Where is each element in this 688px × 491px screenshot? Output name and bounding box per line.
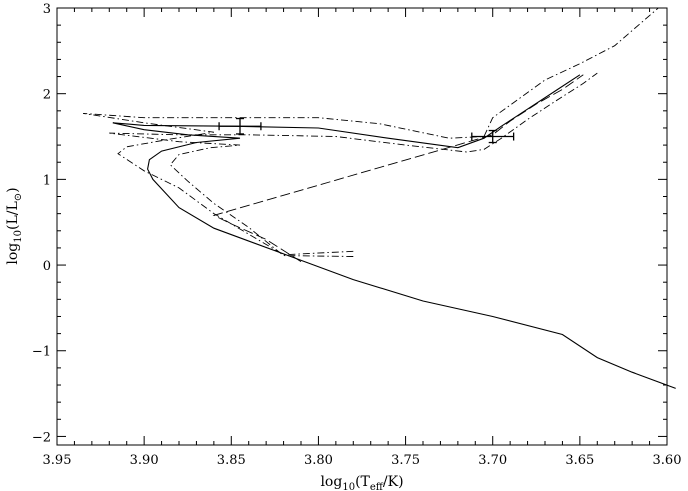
x-tick-label: 3.80 (304, 453, 333, 468)
x-tick-label: 3.95 (43, 453, 72, 468)
x-tick-label: 3.60 (653, 453, 682, 468)
y-tick-label: −2 (32, 430, 51, 445)
x-axis-label: log10(Teff/K) (320, 474, 403, 491)
y-tick-label: −1 (32, 345, 51, 360)
y-axis-label: log10(L/L⊙) (5, 187, 24, 264)
series-line-2 (83, 7, 659, 256)
y-tick-label: 1 (43, 173, 51, 188)
errorbar-layer (218, 117, 515, 144)
plot-frame (56, 7, 668, 446)
series-line-4 (212, 74, 584, 262)
y-tick-label: 0 (43, 259, 51, 274)
tick-layer: 3.95 3.90 3.85 3.80 3.75 3.70 3.65 3.60 −2 −1 0 1 2 3 (32, 2, 682, 468)
series-line-3 (109, 72, 598, 257)
x-tick-label: 3.90 (130, 453, 159, 468)
x-tick-label: 3.85 (217, 453, 246, 468)
x-tick-label: 3.65 (565, 453, 594, 468)
series-line-1 (112, 74, 676, 389)
y-tick-label: 3 (43, 2, 51, 17)
y-tick-label: 2 (43, 88, 51, 103)
error-bar-1 (218, 117, 262, 135)
x-tick-label: 3.70 (478, 453, 507, 468)
x-tick-label: 3.75 (391, 453, 420, 468)
error-bar-2 (471, 129, 515, 144)
series-layer (83, 7, 676, 389)
